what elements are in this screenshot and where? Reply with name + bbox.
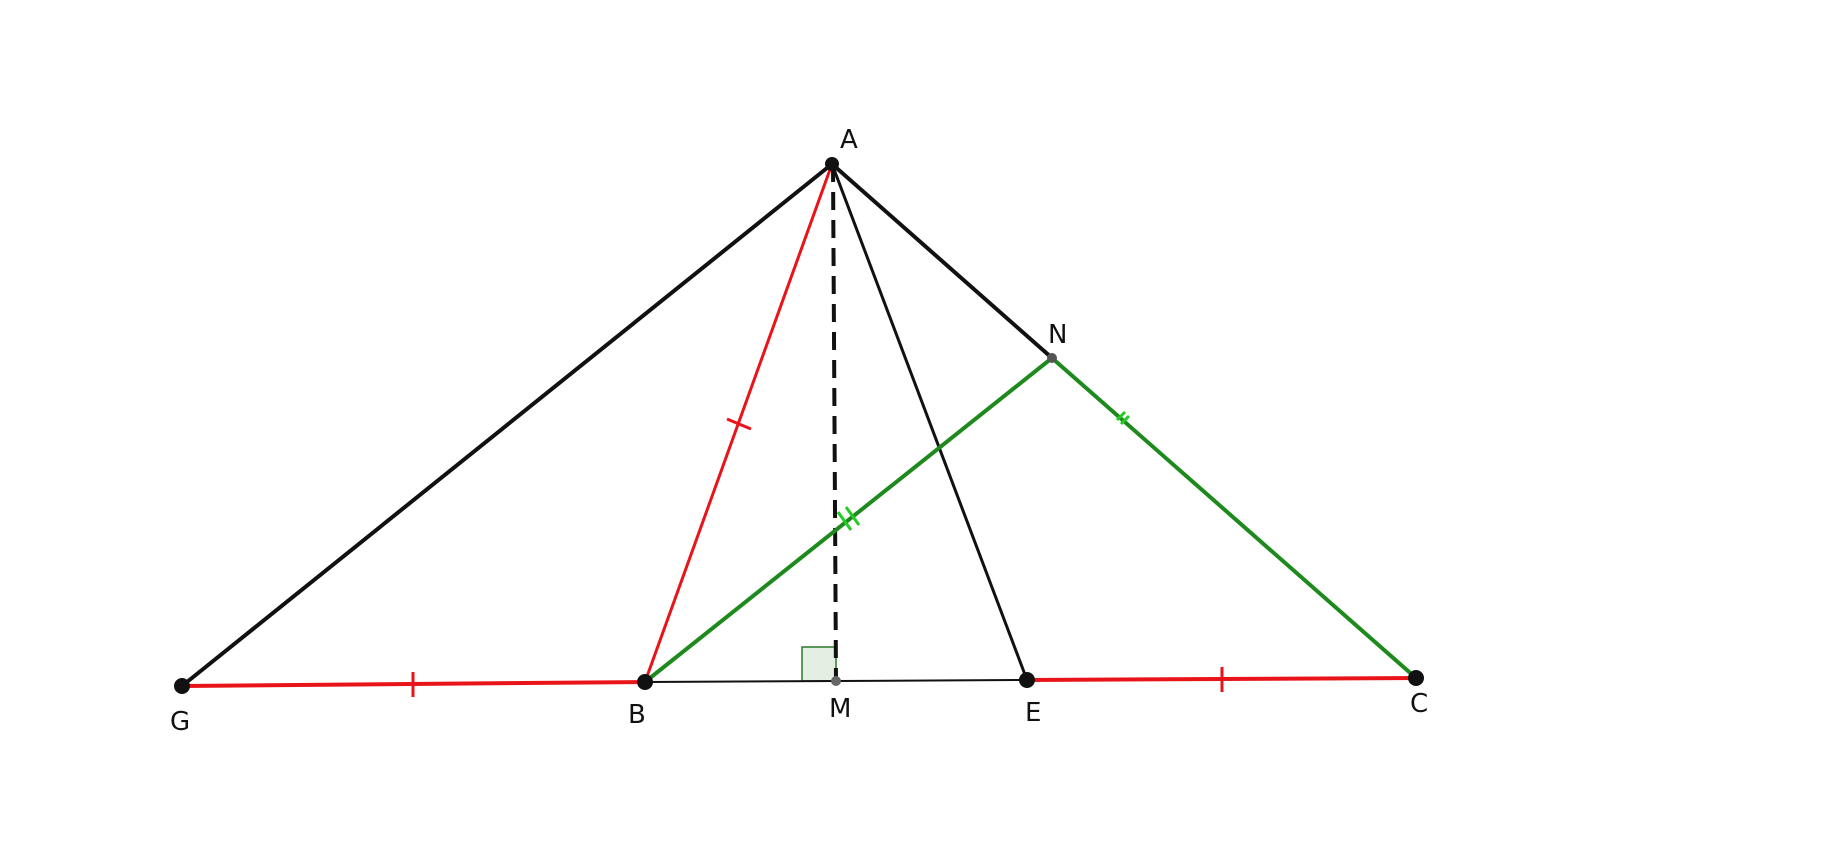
segment-nc <box>1050 356 1418 680</box>
equal-ticks-green <box>836 410 1131 531</box>
label-a: A <box>840 125 858 155</box>
segment-an <box>830 162 1054 360</box>
label-b: B <box>628 700 646 730</box>
altitude-am <box>831 163 838 682</box>
label-c: C <box>1410 689 1428 719</box>
segment-ga <box>180 162 834 688</box>
equal-ticks-red <box>411 417 1224 697</box>
segment-bn <box>643 356 1054 684</box>
label-g: G <box>170 707 190 737</box>
label-m: M <box>829 694 851 724</box>
label-e: E <box>1025 698 1041 728</box>
right-angle-marker <box>801 646 837 682</box>
segment-ae <box>830 163 1029 681</box>
points <box>174 157 1424 694</box>
label-n: N <box>1048 320 1067 350</box>
